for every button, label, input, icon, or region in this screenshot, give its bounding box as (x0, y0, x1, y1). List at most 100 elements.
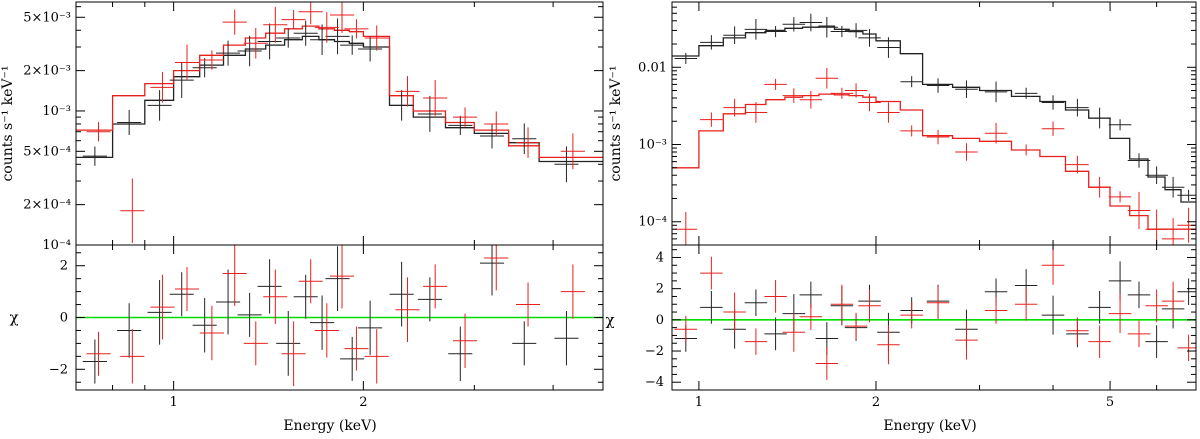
data-black-point (815, 16, 839, 38)
residual-red-point (329, 245, 355, 309)
data-black-point (1161, 176, 1185, 198)
data-black-point (82, 146, 107, 166)
data-red-point (298, 2, 323, 25)
data-red-point (281, 10, 306, 30)
data-black-point (1127, 153, 1151, 168)
data-black-point (1066, 98, 1089, 117)
data-red-point (723, 98, 746, 117)
model-line-red (672, 93, 1196, 230)
residual-black-point (764, 317, 787, 351)
data-black-point (293, 20, 318, 46)
residual-tick-label: 2 (656, 282, 664, 297)
data-black-point (389, 90, 414, 121)
data-black-point (276, 28, 301, 48)
residual-red-point (395, 277, 420, 343)
data-red-point (423, 80, 448, 116)
data-black-point (1014, 87, 1038, 99)
residual-red-point (1161, 281, 1185, 321)
residual-red-point (674, 315, 698, 343)
data-black-point (900, 76, 923, 88)
y-axis-top: 10⁻⁴ 2×10⁻⁴ 5×10⁻⁴ 10⁻³ 2×10⁻³ 5×10⁻³ counts s… (0, 6, 603, 253)
residual-red-point (174, 267, 200, 312)
residual-red-point (700, 256, 723, 290)
data-black-point (340, 35, 365, 55)
data-red-point (222, 9, 247, 35)
residual-red-point (484, 245, 509, 291)
data-black-point (192, 58, 217, 78)
data-red-point (877, 102, 900, 123)
data-black-point (844, 23, 868, 38)
residual-black-point (448, 326, 473, 381)
data-black-point (512, 123, 537, 155)
residual-red-point (314, 303, 339, 358)
data-red-point (984, 122, 1008, 144)
residual-red-point (86, 331, 111, 376)
data-black-point (1088, 107, 1111, 129)
residual-tick-label: 0 (656, 313, 664, 328)
data-black-point (417, 96, 442, 132)
spectrum-panel (672, 13, 1196, 245)
residual-red-point (560, 264, 585, 319)
data-red-point (744, 102, 768, 123)
residual-red-point (1088, 325, 1111, 359)
y-axis-bottom: −2 0 2 χ (9, 252, 603, 383)
data-black-point (358, 36, 383, 62)
residual-red-point (815, 347, 839, 380)
residual-red-point (900, 301, 923, 329)
residual-black-point (1145, 325, 1168, 359)
x-axis: 1 2 Energy (keV) (75, 2, 554, 434)
residual-red-point (955, 320, 978, 360)
data-red-point (453, 107, 478, 127)
x-tick-label: 1 (695, 395, 703, 410)
data-black-point (830, 26, 854, 38)
data-black-point (1041, 95, 1065, 110)
data-red-point (515, 127, 541, 158)
x-tick-label: 2 (359, 395, 367, 410)
data-black-point (955, 80, 978, 99)
data-red-point (174, 44, 200, 81)
data-red-point (1066, 155, 1089, 174)
residual-red-point (150, 274, 175, 340)
residual-red-point (877, 325, 900, 365)
x-axis: 1 2 5 Energy (keV) (671, 2, 1197, 434)
residual-black-point (417, 277, 442, 322)
residual-red-point (298, 259, 323, 304)
data-black-point (723, 26, 746, 45)
residual-black-point (276, 311, 301, 376)
data-black-point (310, 24, 335, 55)
chart-panel-1: 1 2 Energy (keV) 10⁻⁴ 2×10⁻⁴ 5×10⁻⁴ 10⁻³ 2×10⁻³… (0, 1, 604, 434)
residual-black-point (147, 279, 172, 345)
residual-red-point (799, 303, 823, 330)
residual-red-point (764, 280, 787, 313)
chart-panel-2: 1 2 5 Energy (keV) 10⁻⁴ 10⁻³ 0.01 counts s⁻¹ ke… (605, 1, 1197, 434)
residual-black-point (293, 274, 318, 319)
data-red-point (830, 87, 854, 99)
y-tick-label: 2×10⁻⁴ (23, 198, 71, 213)
residual-red-point (281, 321, 306, 387)
data-red-point (926, 129, 950, 145)
data-red-point (764, 78, 787, 90)
data-red-point (1014, 144, 1038, 156)
x-tick-label: 2 (872, 395, 880, 410)
data-black-point (744, 19, 768, 40)
data-black-point (1108, 119, 1132, 131)
residual-tick-label: −2 (49, 362, 68, 377)
residual-panel (76, 245, 603, 387)
data-red-point (560, 133, 585, 170)
residual-red-point (423, 264, 448, 309)
y-tick-label: 2×10⁻³ (23, 64, 71, 79)
residual-black-point (358, 300, 383, 356)
spectrum-panel (76, 2, 603, 244)
top-frame (75, 1, 604, 246)
data-black-point (117, 109, 142, 136)
y-tick-label: 10⁻⁴ (638, 215, 667, 230)
data-black-point (554, 146, 579, 183)
residual-tick-label: 0 (60, 311, 68, 326)
data-red-point (900, 125, 923, 137)
data-red-point (86, 122, 111, 142)
residual-black-point (479, 245, 505, 296)
data-black-point (764, 26, 787, 38)
residual-black-point (192, 298, 217, 353)
data-red-point (199, 50, 224, 70)
